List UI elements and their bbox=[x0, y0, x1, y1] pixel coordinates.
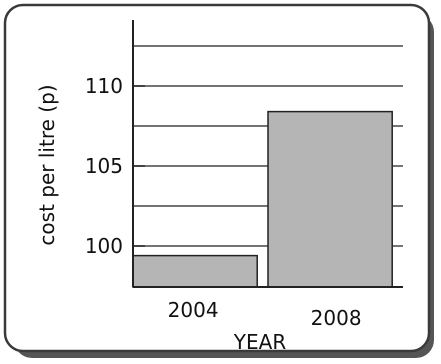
x-tick-label: 2008 bbox=[311, 306, 362, 330]
y-tick-labels: 100 105 110 bbox=[85, 74, 145, 258]
bar-2008 bbox=[267, 110, 393, 288]
y-axis-title: cost per litre (p) bbox=[35, 84, 59, 245]
x-tick-label: 2004 bbox=[168, 298, 219, 322]
y-tick-label: 110 bbox=[85, 74, 123, 98]
y-tick-label: 105 bbox=[85, 154, 123, 178]
bar-2004 bbox=[132, 254, 258, 288]
x-tick-labels: 2004 2008 bbox=[168, 298, 362, 330]
y-tick-label: 100 bbox=[85, 234, 123, 258]
x-axis-title: YEAR bbox=[233, 330, 287, 354]
